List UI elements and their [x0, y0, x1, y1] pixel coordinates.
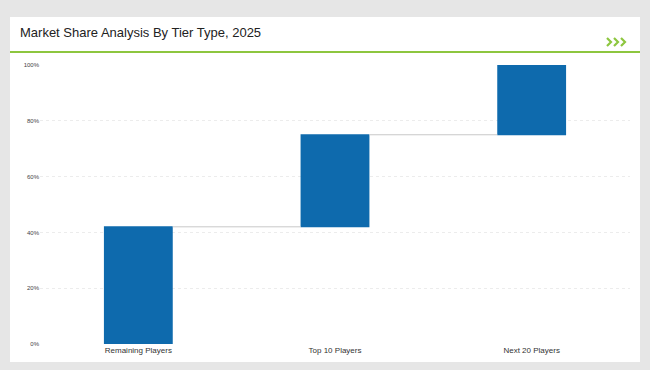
svg-text:40%: 40% — [27, 230, 40, 236]
svg-text:80%: 80% — [27, 118, 40, 124]
svg-text:Remaining Players: Remaining Players — [105, 346, 172, 355]
svg-text:20%: 20% — [27, 285, 40, 291]
svg-text:100%: 100% — [24, 62, 40, 68]
html-text:Market Share Analysis By Tier: Market Share Analysis By Tier Type, 2025 — [20, 25, 262, 40]
svg-text:Top 10 Players: Top 10 Players — [309, 346, 362, 355]
svg-text:0%: 0% — [30, 341, 39, 347]
svg-text:60%: 60% — [27, 174, 40, 180]
svg-text:Next 20 Players: Next 20 Players — [503, 346, 559, 355]
